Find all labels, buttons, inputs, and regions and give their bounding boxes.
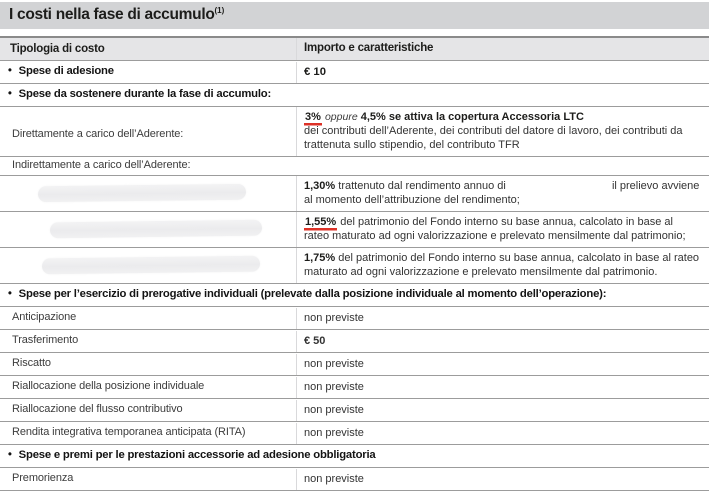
amount-cell: 3% oppure 4,5% se attiva la copertura Ac… [296, 107, 709, 157]
cost-type-cell: • Spese da sostenere durante la fase di a… [0, 84, 709, 106]
text-segment: 4,5% se attiva la copertura Accessoria L… [360, 111, 584, 124]
cost-type-cell: Riallocazione del flusso contributivo [12, 403, 183, 416]
cost-type-cell: • Spese e premi per le prestazioni access… [0, 445, 709, 467]
text-segment: oppure [324, 111, 358, 124]
redacted-label [37, 183, 247, 203]
amount-cell: non previste [296, 376, 709, 398]
table-row: Trasferimento € 50 [0, 330, 709, 354]
text-segment: del patrimonio del Fondo interno su base… [304, 216, 686, 243]
page-title-text: I costi nella fase di accumulo [9, 6, 215, 24]
cost-type-cell: Riscatto [12, 357, 51, 370]
table-row: 1,75% del patrimonio del Fondo interno s… [0, 248, 709, 285]
bullet-icon: • [8, 287, 12, 300]
footnote-marker: (1) [214, 6, 225, 15]
cost-type-cell: Rendita integrativa temporanea anticipat… [12, 426, 246, 439]
table-row: Indirettamente a carico dell’Aderente: [0, 157, 709, 177]
table-header-row: Tipologia di costo Importo e caratterist… [0, 36, 709, 62]
text-segment: il prelievo avviene al momento dell’attr… [304, 180, 700, 207]
text-segment: trattenuto dal rendimento annuo di [335, 180, 509, 193]
text-segment: 1,30% [304, 180, 336, 193]
table-row: • Spese da sostenere durante la fase di a… [0, 84, 709, 108]
cost-type-cell [0, 253, 296, 278]
cost-type-cell: • Spese per l’esercizio di prerogative in… [0, 284, 709, 306]
table-row: • Spese e premi per le prestazioni access… [0, 445, 709, 469]
amount-cell: 1,30% trattenuto dal rendimento annuo di… [296, 176, 709, 212]
cost-type-cell: • Spese di adesione [0, 61, 296, 83]
table-row: • Spese di adesione € 10 [0, 61, 709, 85]
table-row: Riallocazione del flusso contributivo non… [0, 399, 709, 423]
amount-cell: 1,55% del patrimonio del Fondo interno s… [296, 212, 709, 248]
table-row: Premorienza non previste [0, 468, 709, 491]
section-label: Spese per l’esercizio di prerogative ind… [18, 288, 607, 301]
redacted-text-gap [509, 188, 609, 189]
amount-cell: non previste [296, 307, 709, 329]
column-header-amount: Importo e caratteristiche [296, 38, 709, 61]
table-row: • Spese per l’esercizio di prerogative in… [0, 284, 709, 308]
text-segment: dei contributi dell’Aderente, dei contri… [304, 125, 683, 152]
table-row: Anticipazione non previste [0, 307, 709, 331]
amount-cell: non previste [296, 422, 709, 444]
section-label: Spese da sostenere durante la fase di ac… [18, 88, 272, 101]
cost-type-cell: Indirettamente a carico dell’Aderente: [12, 159, 191, 172]
text-segment: del patrimonio del Fondo interno su base… [304, 252, 700, 279]
cost-table: Tipologia di costo Importo e caratterist… [0, 36, 709, 491]
redacted-label [41, 255, 261, 275]
column-header-cost-type: Tipologia di costo [10, 42, 105, 55]
bullet-icon: • [8, 87, 12, 100]
amount-cell: non previste [296, 399, 709, 421]
cost-type-cell [0, 181, 296, 206]
page-title: I costi nella fase di accumulo(1) [0, 2, 709, 30]
table-row: 1,55% del patrimonio del Fondo interno s… [0, 212, 709, 249]
amount-cell: € 10 [296, 61, 709, 83]
text-segment: 1,75% [304, 252, 336, 265]
cost-type-cell: Riallocazione della posizione individual… [12, 380, 205, 393]
table-row: Direttamente a carico dell’Aderente: 3% o… [0, 107, 709, 158]
amount-cell: 1,75% del patrimonio del Fondo interno s… [296, 248, 709, 284]
table-row: 1,30% trattenuto dal rendimento annuo di… [0, 176, 709, 213]
cost-type-cell: Trasferimento [12, 334, 79, 347]
cost-type-cell [0, 217, 296, 242]
cost-type-cell: Direttamente a carico dell’Aderente: [12, 127, 184, 140]
text-segment: 3% [305, 111, 321, 124]
amount-cell: non previste [296, 468, 709, 490]
bullet-icon: • [8, 448, 12, 461]
redacted-label [49, 219, 263, 239]
amount-cell: € 50 [296, 330, 709, 352]
table-row: Riscatto non previste [0, 353, 709, 377]
section-label: Spese di adesione [18, 65, 114, 78]
table-row: Riallocazione della posizione individual… [0, 376, 709, 400]
section-label: Spese e premi per le prestazioni accesso… [18, 449, 376, 462]
text-segment: 1,55% [305, 216, 337, 229]
amount-cell: non previste [296, 353, 709, 375]
cost-type-cell: Premorienza [12, 472, 74, 485]
bullet-icon: • [8, 64, 12, 77]
cost-table-body: • Spese di adesione € 10 • Spese da sostener… [0, 61, 709, 491]
cost-type-cell: Anticipazione [12, 311, 77, 324]
